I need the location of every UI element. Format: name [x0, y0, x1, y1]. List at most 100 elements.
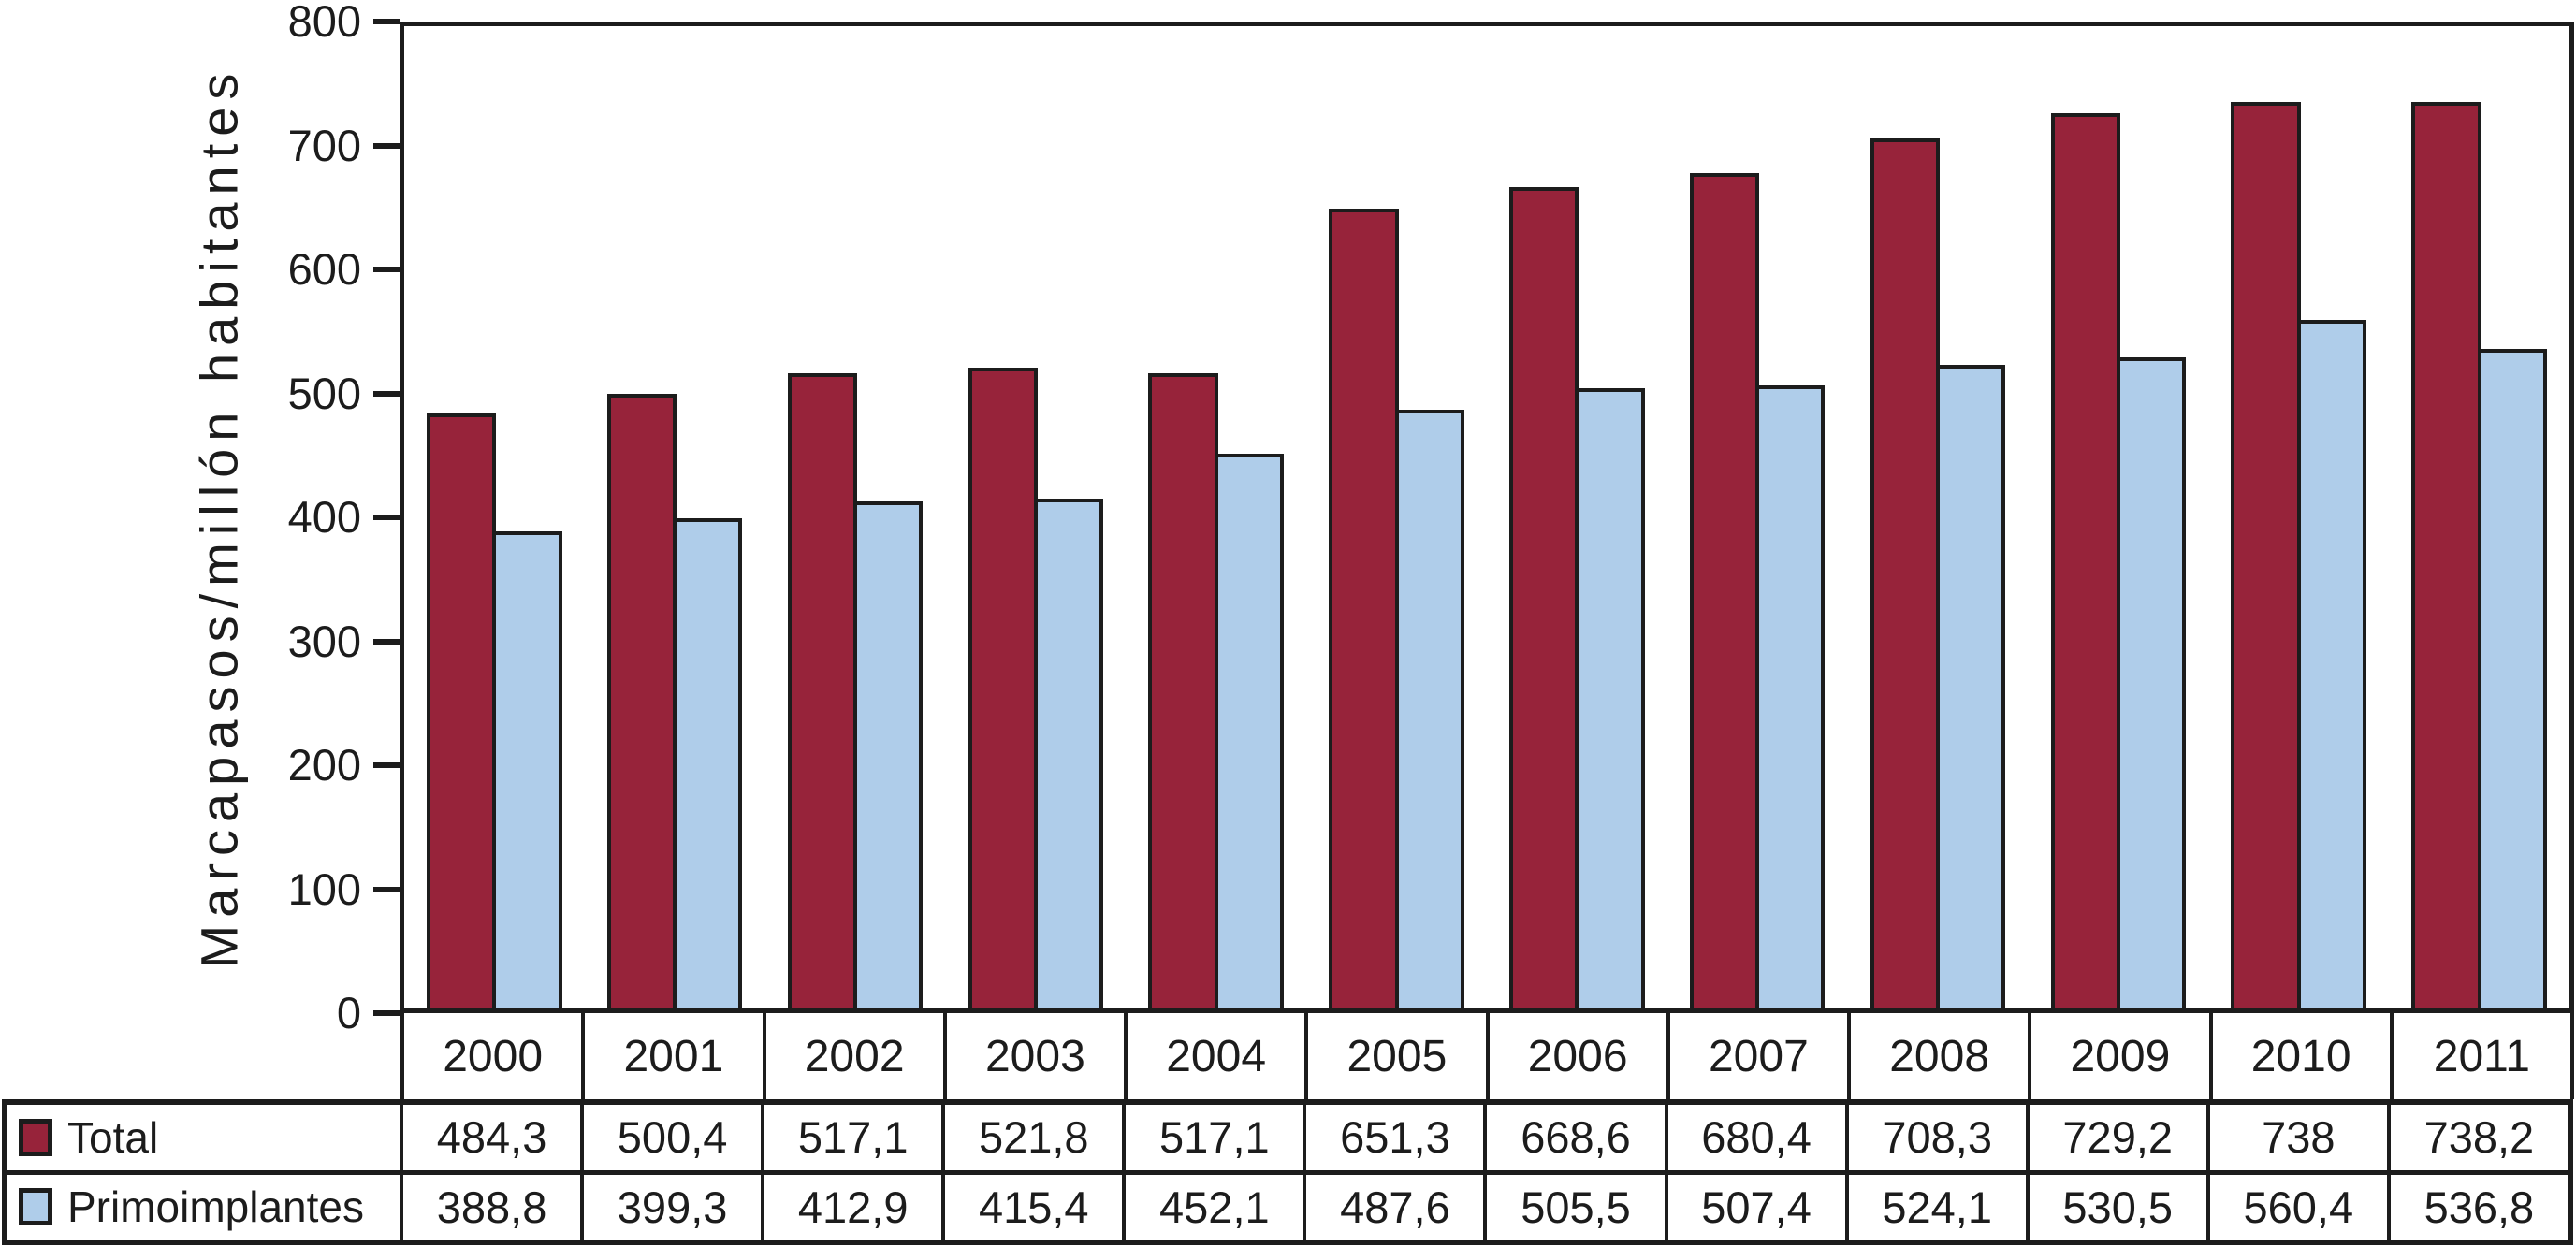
bar-total-2000 [427, 413, 497, 1008]
table-cell-primoimplantes-2010: 560,4 [2205, 1174, 2387, 1240]
bar-primoimplantes-2011 [2477, 349, 2547, 1008]
x-tick-2006: 2006 [1490, 1013, 1670, 1099]
x-tick-2011: 2011 [2394, 1013, 2574, 1099]
bar-primoimplantes-2009 [2116, 356, 2187, 1008]
category-2009 [2028, 26, 2208, 1008]
y-tick-mark-300 [373, 638, 400, 645]
bar-total-2009 [2050, 112, 2120, 1008]
x-tick-2005: 2005 [1308, 1013, 1490, 1099]
table-cell-primoimplantes-2007: 507,4 [1664, 1174, 1845, 1240]
y-tick-label-500: 500 [287, 368, 361, 418]
legend-swatch-primoimplantes [19, 1188, 52, 1226]
table-cell-total-2001: 500,4 [580, 1105, 761, 1170]
x-tick-2007: 2007 [1670, 1013, 1851, 1099]
bar-primoimplantes-2004 [1214, 453, 1284, 1008]
table-cell-primoimplantes-2009: 530,5 [2025, 1174, 2206, 1240]
x-tick-2004: 2004 [1128, 1013, 1309, 1099]
x-tick-2000: 2000 [404, 1013, 586, 1099]
x-tick-2009: 2009 [2031, 1013, 2213, 1099]
bar-primoimplantes-2007 [1755, 385, 1826, 1008]
table-cell-primoimplantes-2005: 487,6 [1303, 1174, 1483, 1240]
y-tick-mark-500 [373, 390, 400, 397]
table-cell-total-2004: 517,1 [1122, 1105, 1303, 1170]
table-cell-total-2000: 484,3 [400, 1105, 580, 1170]
y-tick-label-800: 800 [287, 0, 361, 46]
table-cell-total-2010: 738 [2205, 1105, 2387, 1170]
y-tick-label-600: 600 [287, 244, 361, 294]
x-tick-2008: 2008 [1851, 1013, 2032, 1099]
table-cell-primoimplantes-2004: 452,1 [1122, 1174, 1303, 1240]
legend-cell-total: Total [7, 1105, 400, 1170]
bar-total-2001 [607, 394, 677, 1008]
bar-primoimplantes-2006 [1575, 387, 1645, 1008]
bar-total-2010 [2231, 102, 2301, 1008]
bar-primoimplantes-2005 [1394, 410, 1464, 1008]
bar-total-2002 [787, 373, 858, 1008]
bar-primoimplantes-2010 [2296, 320, 2366, 1008]
bar-total-2004 [1148, 373, 1218, 1008]
legend-label-primoimplantes: Primoimplantes [67, 1182, 364, 1232]
category-2003 [945, 26, 1126, 1008]
category-2004 [1126, 26, 1306, 1008]
y-tick-label-200: 200 [287, 740, 361, 790]
bar-total-2003 [968, 368, 1038, 1008]
table-cell-primoimplantes-2011: 536,8 [2386, 1174, 2568, 1240]
x-tick-2002: 2002 [766, 1013, 947, 1099]
table-cell-total-2006: 668,6 [1483, 1105, 1664, 1170]
table-cell-primoimplantes-2008: 524,1 [1844, 1174, 2026, 1240]
table-cell-primoimplantes-2002: 412,9 [761, 1174, 941, 1240]
table-row-total: Total 484,3 500,4 517,1 521,8 517,1 651,3 668,6… [7, 1105, 2568, 1170]
table-cell-primoimplantes-2001: 399,3 [580, 1174, 761, 1240]
y-tick-label-100: 100 [287, 863, 361, 914]
category-2000 [404, 26, 585, 1008]
table-cell-total-2009: 729,2 [2025, 1105, 2206, 1170]
bar-total-2006 [1509, 187, 1579, 1008]
table-cell-total-2002: 517,1 [761, 1105, 941, 1170]
y-tick-label-300: 300 [287, 616, 361, 666]
table-cell-primoimplantes-2000: 388,8 [400, 1174, 580, 1240]
table-row-primoimplantes: Primoimplantes 388,8 399,3 412,9 415,4 452,1 4… [7, 1169, 2568, 1240]
bar-total-2011 [2411, 102, 2481, 1008]
y-tick-mark-800 [373, 19, 400, 24]
bar-primoimplantes-2002 [853, 501, 924, 1008]
y-tick-mark-700 [373, 142, 400, 149]
table-cell-total-2011: 738,2 [2386, 1105, 2568, 1170]
x-axis-year-row: 2000 2001 2002 2003 2004 2005 2006 2007 2008 2009… [400, 1013, 2574, 1099]
category-2008 [1848, 26, 2029, 1008]
bar-primoimplantes-2001 [673, 517, 743, 1008]
bar-total-2005 [1329, 209, 1399, 1008]
y-tick-mark-600 [373, 267, 400, 272]
category-2005 [1306, 26, 1487, 1008]
x-tick-2001: 2001 [585, 1013, 766, 1099]
legend-swatch-total [19, 1118, 52, 1156]
table-cell-total-2007: 680,4 [1664, 1105, 1845, 1170]
y-tick-label-400: 400 [287, 492, 361, 542]
category-2006 [1487, 26, 1667, 1008]
table-cell-total-2003: 521,8 [941, 1105, 1122, 1170]
table-cell-total-2008: 708,3 [1844, 1105, 2026, 1170]
x-tick-2003: 2003 [947, 1013, 1128, 1099]
x-tick-2010: 2010 [2213, 1013, 2394, 1099]
y-tick-label-700: 700 [287, 120, 361, 170]
y-tick-label-0: 0 [336, 988, 361, 1037]
bar-primoimplantes-2003 [1033, 498, 1104, 1008]
bar-primoimplantes-2000 [492, 530, 562, 1008]
category-2001 [585, 26, 765, 1008]
y-tick-mark-200 [373, 762, 400, 768]
plot-area [400, 22, 2574, 1013]
bar-total-2007 [1689, 172, 1760, 1008]
bar-total-2008 [1870, 138, 1941, 1008]
table-cell-primoimplantes-2006: 505,5 [1483, 1174, 1664, 1240]
category-2010 [2208, 26, 2389, 1008]
legend-label-total: Total [67, 1112, 159, 1162]
bar-primoimplantes-2008 [1936, 365, 2006, 1008]
category-2011 [2389, 26, 2569, 1008]
data-table: Total 484,3 500,4 517,1 521,8 517,1 651,3 668,6… [2, 1099, 2573, 1245]
y-tick-mark-100 [373, 886, 400, 892]
category-2002 [765, 26, 946, 1008]
table-cell-total-2005: 651,3 [1303, 1105, 1483, 1170]
category-2007 [1667, 26, 1848, 1008]
y-tick-mark-0 [373, 1010, 400, 1016]
legend-cell-primoimplantes: Primoimplantes [7, 1175, 400, 1240]
